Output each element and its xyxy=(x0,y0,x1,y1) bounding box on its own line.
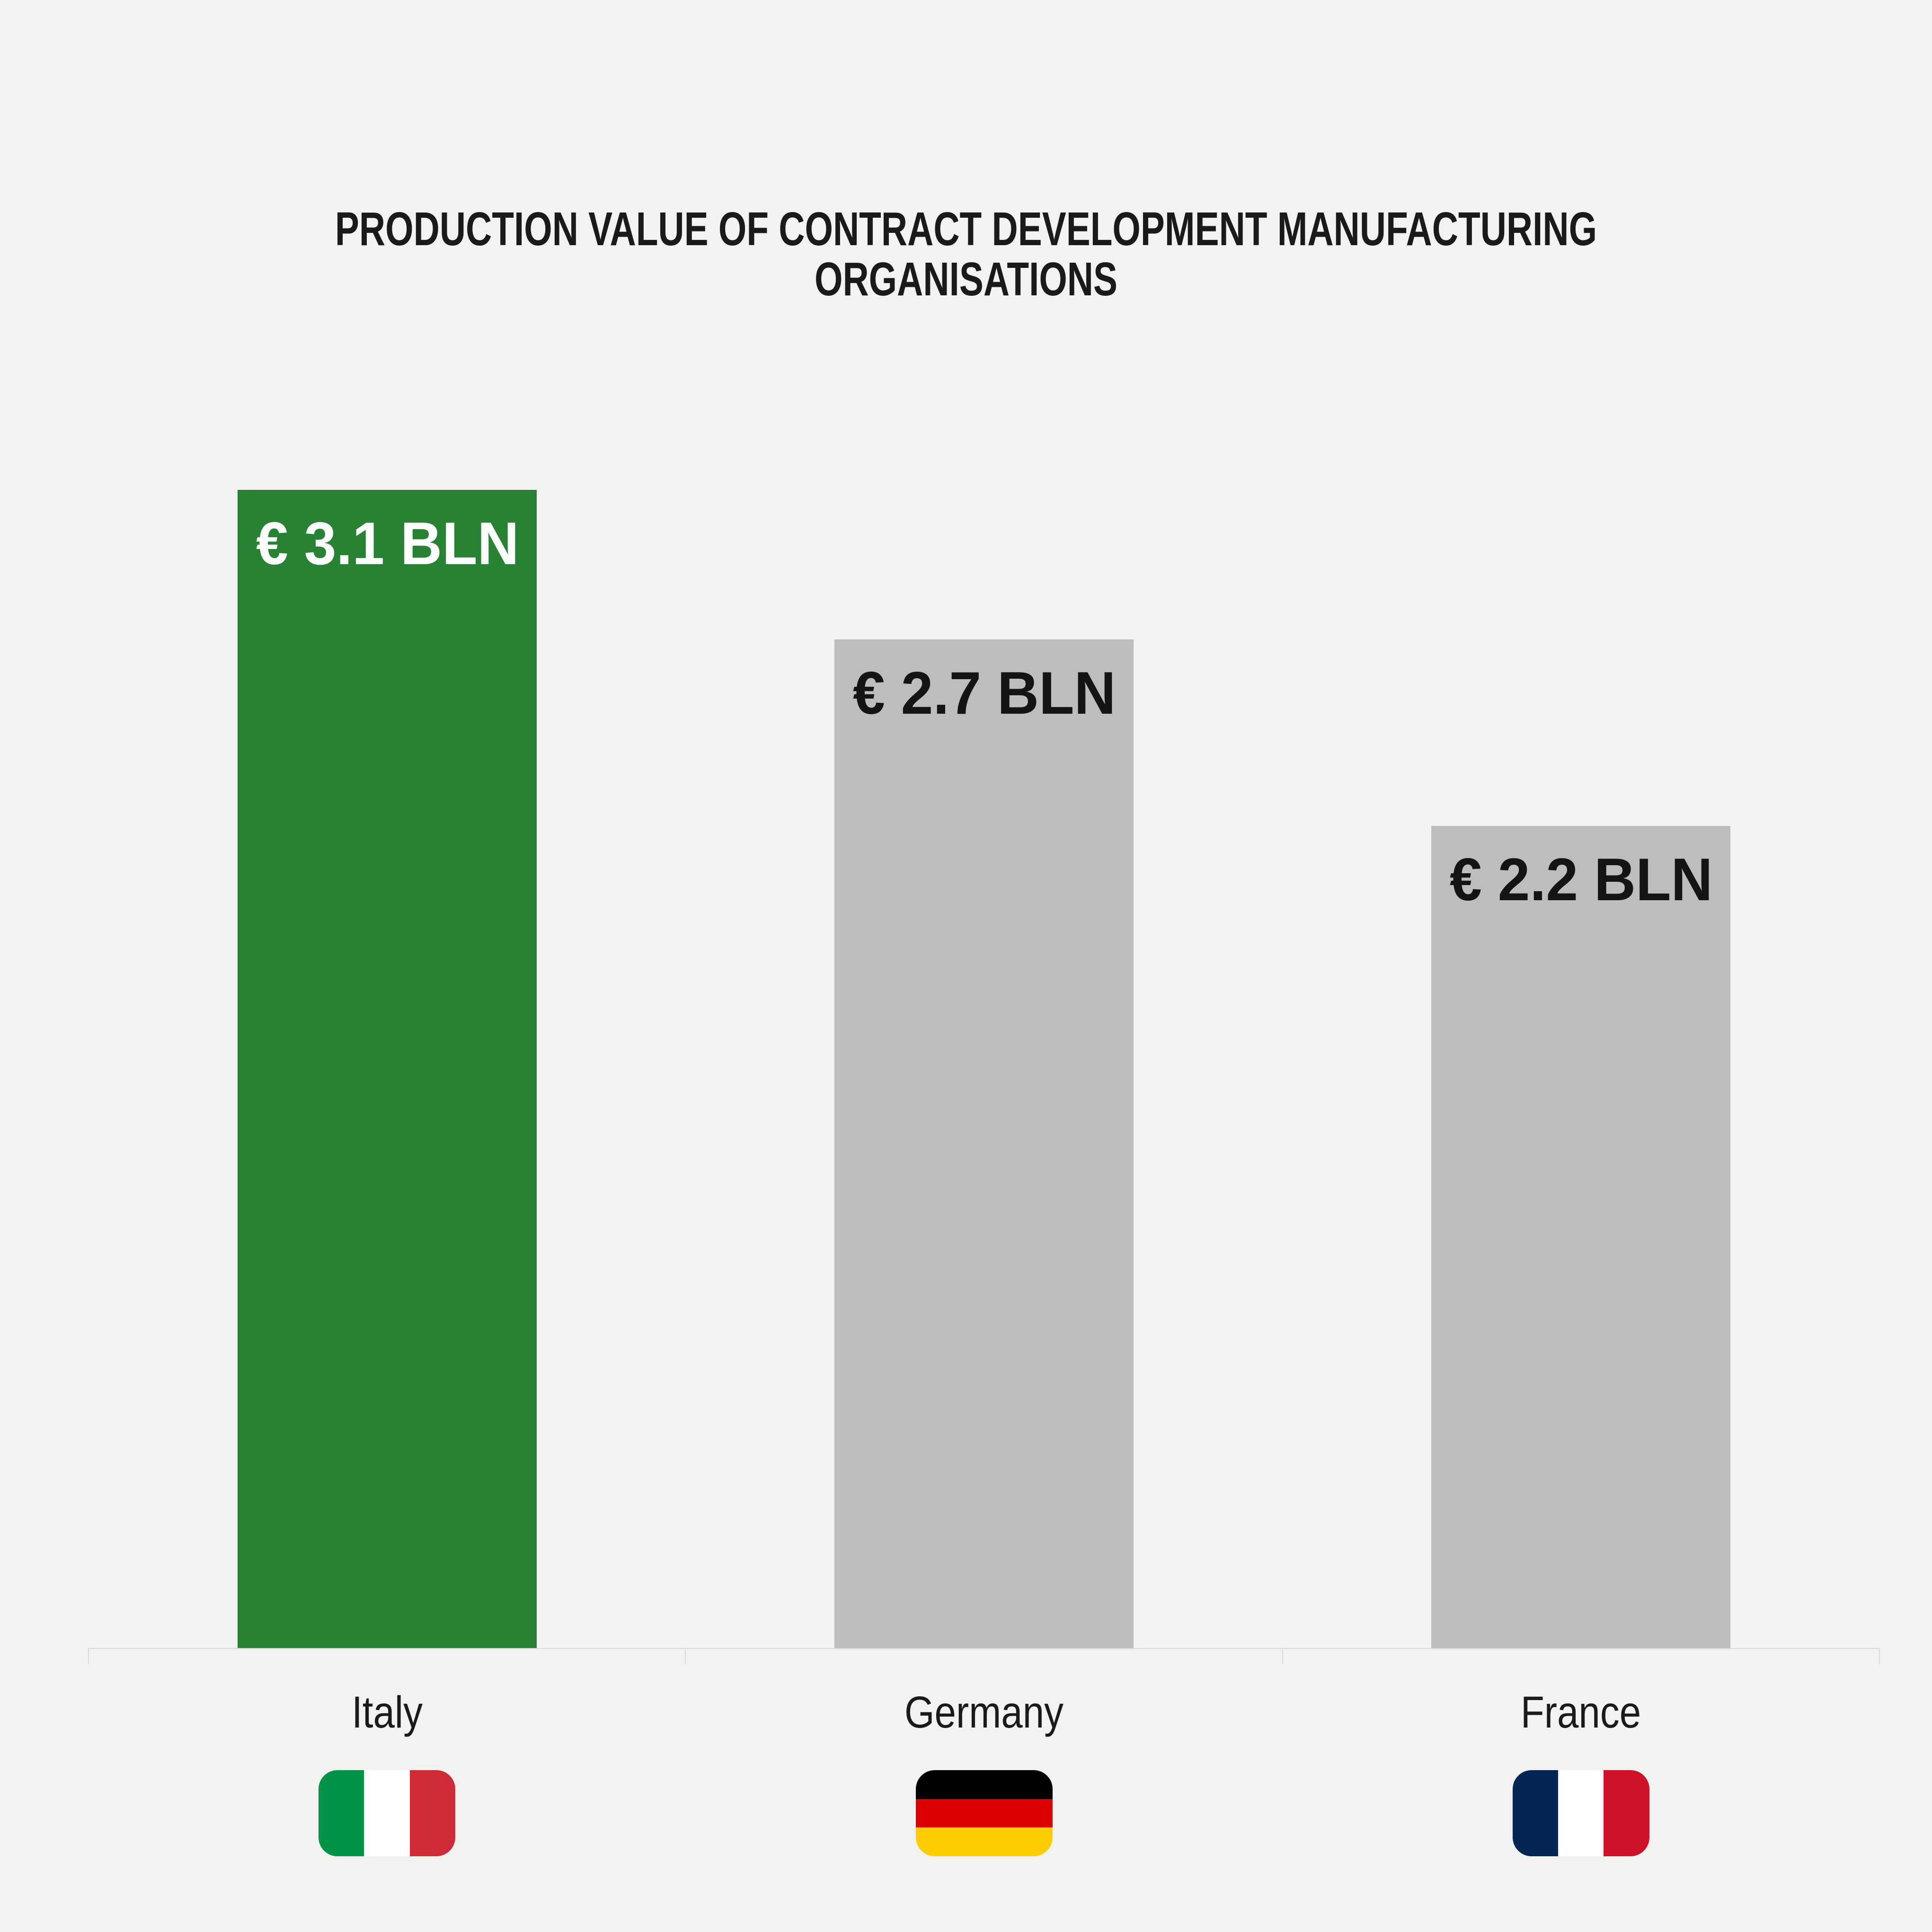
france-flag-icon xyxy=(1512,1770,1649,1856)
italy-flag-white-stripe xyxy=(364,1770,410,1856)
italy-flag-green-stripe xyxy=(319,1770,364,1856)
italy-flag-red-stripe xyxy=(409,1770,456,1856)
category-label-france: France xyxy=(1521,1687,1641,1737)
value-label-germany: € 2.7 BLN xyxy=(853,659,1116,727)
germany-flag-icon xyxy=(915,1770,1053,1856)
france-flag-white-stripe xyxy=(1558,1770,1604,1856)
germany-flag-red-stripe xyxy=(915,1799,1053,1828)
bar-germany xyxy=(834,639,1134,1648)
germany-flag-black-stripe xyxy=(915,1770,1053,1799)
x-axis-line xyxy=(89,1648,1879,1649)
x-axis-tick xyxy=(1282,1648,1283,1664)
x-axis-tick xyxy=(88,1648,89,1664)
italy-flag-icon xyxy=(319,1770,456,1856)
category-label-italy: Italy xyxy=(351,1687,423,1737)
france-flag-blue-stripe xyxy=(1512,1770,1559,1856)
x-axis-tick xyxy=(1879,1648,1880,1664)
bar-italy xyxy=(237,490,537,1648)
france-flag-red-stripe xyxy=(1604,1770,1649,1856)
value-label-italy: € 3.1 BLN xyxy=(256,510,519,577)
category-label-germany: Germany xyxy=(904,1687,1063,1737)
chart-title: PRODUCTION VALUE OF CONTRACT DEVELOPMENT… xyxy=(335,203,1597,306)
bar-france xyxy=(1431,826,1731,1648)
x-axis-tick xyxy=(685,1648,686,1664)
value-label-france: € 2.2 BLN xyxy=(1450,846,1713,913)
germany-flag-gold-stripe xyxy=(915,1827,1053,1856)
